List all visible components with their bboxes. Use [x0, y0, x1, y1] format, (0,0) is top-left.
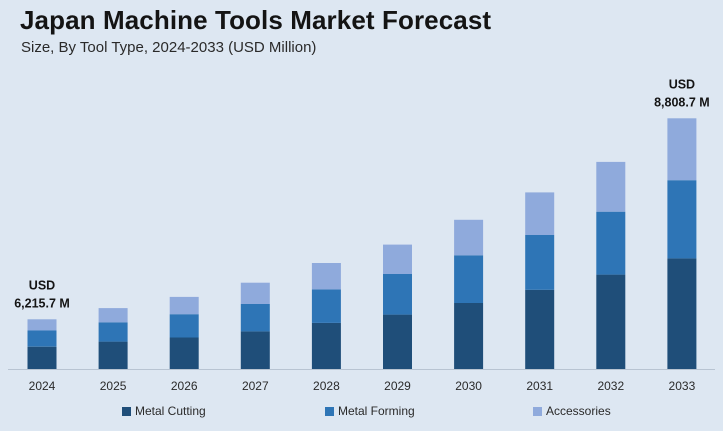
bar-accessories-2031: [525, 192, 555, 235]
bar-metal-cutting-2031: [525, 289, 555, 369]
bar-metal-cutting-2030: [454, 303, 484, 369]
x-tick-label: 2028: [313, 379, 340, 393]
bar-accessories-2027: [240, 282, 270, 304]
bar-metal-forming-2026: [169, 314, 199, 338]
x-tick-label: 2033: [669, 379, 696, 393]
bar-metal-cutting-2024: [27, 346, 57, 369]
stacked-bar-chart: 2024 2025 2026 2027 2028 2029 2030 2031 2032 2033…: [8, 77, 715, 393]
bar-metal-forming-2032: [596, 211, 626, 275]
bar-accessories-2033: [667, 118, 697, 181]
x-tick-label: 2030: [455, 379, 482, 393]
bar-metal-forming-2025: [98, 322, 128, 342]
bar-metal-forming-2033: [667, 180, 697, 259]
legend-swatch-metal-forming: [325, 406, 334, 416]
x-tick-label: 2025: [100, 379, 127, 393]
annotation-2033-line1: USD: [669, 77, 695, 91]
bar-accessories-2024: [27, 319, 57, 331]
bar-metal-cutting-2025: [98, 341, 128, 369]
x-tick-label: 2032: [597, 379, 624, 393]
x-tick-label: 2024: [29, 379, 56, 393]
bar-metal-cutting-2029: [383, 314, 412, 369]
bar-metal-forming-2027: [240, 304, 270, 332]
annotation-2033-line2: 8,808.7 M: [654, 95, 710, 109]
legend-swatch-metal-cutting: [122, 406, 131, 416]
x-tick-label: 2029: [384, 379, 411, 393]
legend-label-metal-cutting: Metal Cutting: [135, 404, 206, 418]
bar-accessories-2025: [98, 308, 128, 323]
bar-accessories-2030: [454, 219, 484, 256]
legend-label-accessories: Accessories: [546, 404, 611, 418]
chart-title: Japan Machine Tools Market Forecast: [20, 5, 492, 35]
chart-subtitle: Size, By Tool Type, 2024-2033 (USD Milli…: [21, 39, 317, 56]
bar-accessories-2028: [311, 263, 341, 290]
x-tick-label: 2031: [526, 379, 553, 393]
bar-metal-forming-2029: [383, 274, 412, 315]
bar-accessories-2029: [383, 244, 412, 274]
x-tick-label: 2027: [242, 379, 269, 393]
bar-metal-cutting-2032: [596, 274, 626, 369]
bar-metal-forming-2031: [525, 235, 555, 290]
bar-metal-cutting-2033: [667, 258, 697, 369]
legend-item-metal-cutting: Metal Cutting: [122, 404, 206, 418]
legend-swatch-accessories: [533, 406, 542, 416]
bar-metal-cutting-2026: [169, 337, 199, 369]
bar-metal-forming-2030: [454, 255, 484, 303]
legend-item-metal-forming: Metal Forming: [325, 404, 415, 418]
bar-metal-forming-2024: [27, 330, 57, 347]
legend-label-metal-forming: Metal Forming: [338, 404, 415, 418]
bar-metal-cutting-2027: [240, 331, 270, 369]
bar-accessories-2026: [169, 296, 199, 315]
x-tick-label: 2026: [171, 379, 198, 393]
bar-accessories-2032: [596, 161, 626, 212]
legend: Metal Cutting Metal Forming Accessories: [0, 404, 723, 422]
bar-metal-cutting-2028: [311, 322, 341, 369]
annotation-2024-line2: 6,215.7 M: [14, 296, 70, 310]
legend-item-accessories: Accessories: [533, 404, 611, 418]
annotation-2024-line1: USD: [29, 278, 55, 292]
bar-metal-forming-2028: [311, 289, 341, 323]
